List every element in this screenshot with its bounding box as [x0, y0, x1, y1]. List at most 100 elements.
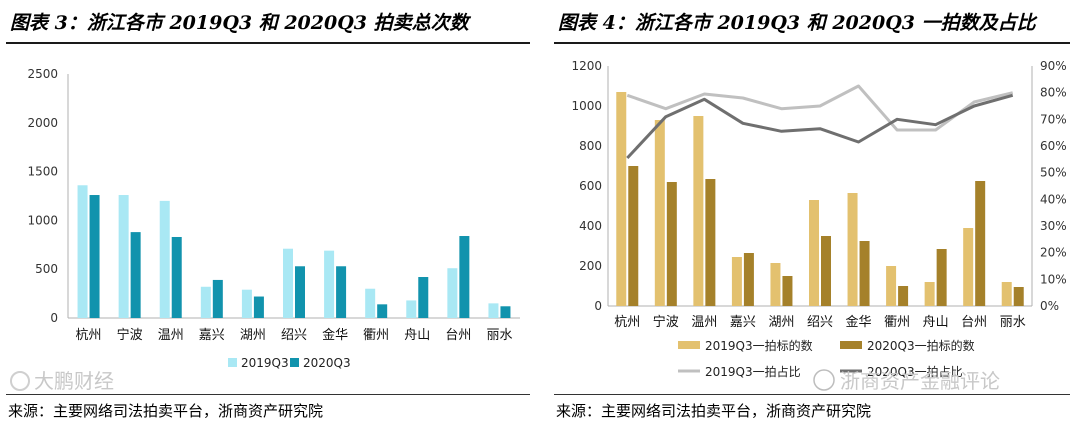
x-tick-label: 台州 — [445, 328, 471, 343]
bar-2019Q3 — [77, 185, 88, 318]
right-source-note: 来源：主要网络司法拍卖平台，浙商资产研究院 — [556, 402, 872, 420]
watermark-chat-icon — [813, 369, 835, 391]
y-tick-label: 1500 — [27, 165, 58, 179]
right-source-rule — [554, 394, 1070, 395]
bar-2020Q3 — [253, 296, 264, 318]
bar-2019Q3一拍标的数 — [924, 282, 935, 306]
legend-label: 2020Q3一拍标的数 — [867, 338, 975, 353]
bar-2020Q3一拍标的数 — [705, 179, 716, 306]
legend-label: 2020Q3 — [303, 356, 351, 370]
bar-2019Q3一拍标的数 — [654, 120, 665, 306]
x-tick-label: 湖州 — [240, 328, 266, 343]
x-tick-label: 杭州 — [76, 328, 102, 343]
bar-2019Q3 — [241, 289, 252, 318]
bar-2020Q3 — [295, 266, 305, 318]
x-tick-label: 台州 — [961, 315, 987, 330]
bar-2020Q3 — [171, 236, 182, 318]
x-tick-label: 舟山 — [404, 328, 430, 343]
bar-2019Q3 — [118, 195, 129, 318]
right-combo-chart: 0 200 400 600 800 1000 1200 0% 10% 20% 30% 40% 50% 60… — [571, 59, 1067, 393]
right-chart-title: 图表 4：浙江各市 2019Q3 和 2020Q3 一拍数及占比 — [558, 12, 1036, 34]
x-tick-label: 嘉兴 — [730, 315, 756, 330]
line-2019Q3一拍占比 — [626, 84, 1014, 132]
watermark-left: 大鹏财经 — [34, 369, 114, 393]
y-tick-label: 1200 — [571, 59, 602, 73]
bar-2020Q3一拍标的数 — [666, 182, 677, 306]
y2-tick-label: 10% — [1040, 272, 1067, 286]
legend-label: 2019Q3一拍占比 — [705, 364, 801, 379]
bar-2019Q3 — [447, 268, 458, 318]
y-tick-label: 2500 — [27, 67, 58, 81]
left-chart-title: 图表 3：浙江各市 2019Q3 和 2020Q3 拍卖总次数 — [10, 12, 469, 34]
y-tick-label: 400 — [579, 219, 602, 233]
legend-label: 2020Q3一拍占比 — [867, 364, 963, 379]
y-tick-label: 600 — [579, 179, 602, 193]
right-title-rule — [554, 42, 1070, 44]
left-chart-panel: 图表 3：浙江各市 2019Q3 和 2020Q3 拍卖总次数 0 500 1000… — [6, 12, 530, 420]
bar-2020Q3 — [89, 195, 100, 318]
x-tick-label: 宁波 — [117, 327, 143, 343]
bar-2020Q3一拍标的数 — [859, 241, 870, 306]
y2-tick-label: 60% — [1040, 139, 1067, 153]
bar-2019Q3 — [159, 200, 170, 318]
y-tick-label: 1000 — [571, 99, 602, 113]
x-tick-label: 舟山 — [923, 315, 949, 330]
bar-2019Q3一拍标的数 — [809, 200, 819, 306]
bar-2020Q3一拍标的数 — [898, 286, 909, 306]
y-tick-label: 2000 — [27, 116, 58, 130]
bar-2020Q3 — [418, 277, 429, 318]
legend-label: 2019Q3 — [241, 356, 289, 370]
bar-2020Q3一拍标的数 — [821, 236, 831, 306]
bar-2020Q3一拍标的数 — [975, 181, 986, 306]
bar-2020Q3 — [377, 304, 388, 318]
left-source-note: 来源：主要网络司法拍卖平台，浙商资产研究院 — [8, 402, 324, 420]
legend-swatch-2019Q3一拍标的数 — [678, 341, 700, 349]
bar-2019Q3一拍标的数 — [963, 228, 974, 306]
left-title-rule — [6, 42, 530, 44]
bar-2020Q3一拍标的数 — [782, 276, 793, 306]
bar-2020Q3 — [212, 279, 223, 318]
bar-2019Q3 — [365, 288, 376, 318]
bar-2019Q3一拍标的数 — [847, 193, 858, 306]
x-tick-label: 衢州 — [884, 315, 910, 330]
y-tick-label: 800 — [579, 139, 602, 153]
y-tick-label: 200 — [579, 259, 602, 273]
bar-2019Q3 — [283, 248, 293, 318]
y2-tick-label: 80% — [1040, 86, 1067, 100]
bar-2019Q3一拍标的数 — [693, 116, 704, 306]
x-tick-label: 金华 — [846, 314, 872, 330]
legend-swatch-2020Q3一拍标的数 — [840, 341, 862, 349]
bar-2019Q3一拍标的数 — [886, 266, 897, 306]
x-tick-label: 湖州 — [768, 315, 794, 330]
bar-2020Q3一拍标的数 — [936, 249, 947, 306]
y-tick-label: 0 — [594, 299, 602, 313]
bar-2019Q3 — [488, 303, 499, 318]
x-tick-label: 丽水 — [1000, 315, 1026, 330]
bar-2019Q3 — [200, 286, 211, 318]
y-tick-label: 500 — [35, 262, 58, 276]
left-bar-chart: 0 500 1000 1500 2000 2500 杭州 宁波 温州 嘉兴 湖州 绍兴 金华 衢州 舟山 台州… — [10, 67, 520, 393]
x-tick-label: 丽水 — [486, 328, 512, 343]
bar-2019Q3 — [406, 300, 417, 318]
legend-label: 2019Q3一拍标的数 — [705, 338, 813, 353]
legend-swatch-2020Q3 — [290, 358, 299, 367]
y2-tick-label: 70% — [1040, 112, 1067, 126]
y2-tick-label: 40% — [1040, 192, 1067, 206]
bar-2020Q3 — [459, 236, 470, 318]
x-tick-label: 金华 — [322, 327, 348, 343]
line-2020Q3一拍占比 — [626, 93, 1014, 160]
x-tick-label: 绍兴 — [281, 328, 307, 343]
bar-2019Q3一拍标的数 — [616, 92, 627, 306]
legend-swatch-2019Q3 — [228, 358, 237, 367]
bar-2020Q3 — [336, 266, 347, 318]
bar-2020Q3一拍标的数 — [743, 253, 754, 306]
x-tick-label: 绍兴 — [807, 315, 833, 330]
y2-tick-label: 0% — [1040, 299, 1059, 313]
watermark-right: 浙商资产金融评论 — [840, 369, 1000, 393]
y-tick-label: 0 — [50, 311, 58, 325]
bar-2019Q3一拍标的数 — [731, 257, 742, 306]
y2-tick-label: 90% — [1040, 59, 1067, 73]
y2-tick-label: 50% — [1040, 166, 1067, 180]
bar-2020Q3一拍标的数 — [1013, 287, 1024, 306]
bar-2019Q3一拍标的数 — [770, 263, 781, 306]
